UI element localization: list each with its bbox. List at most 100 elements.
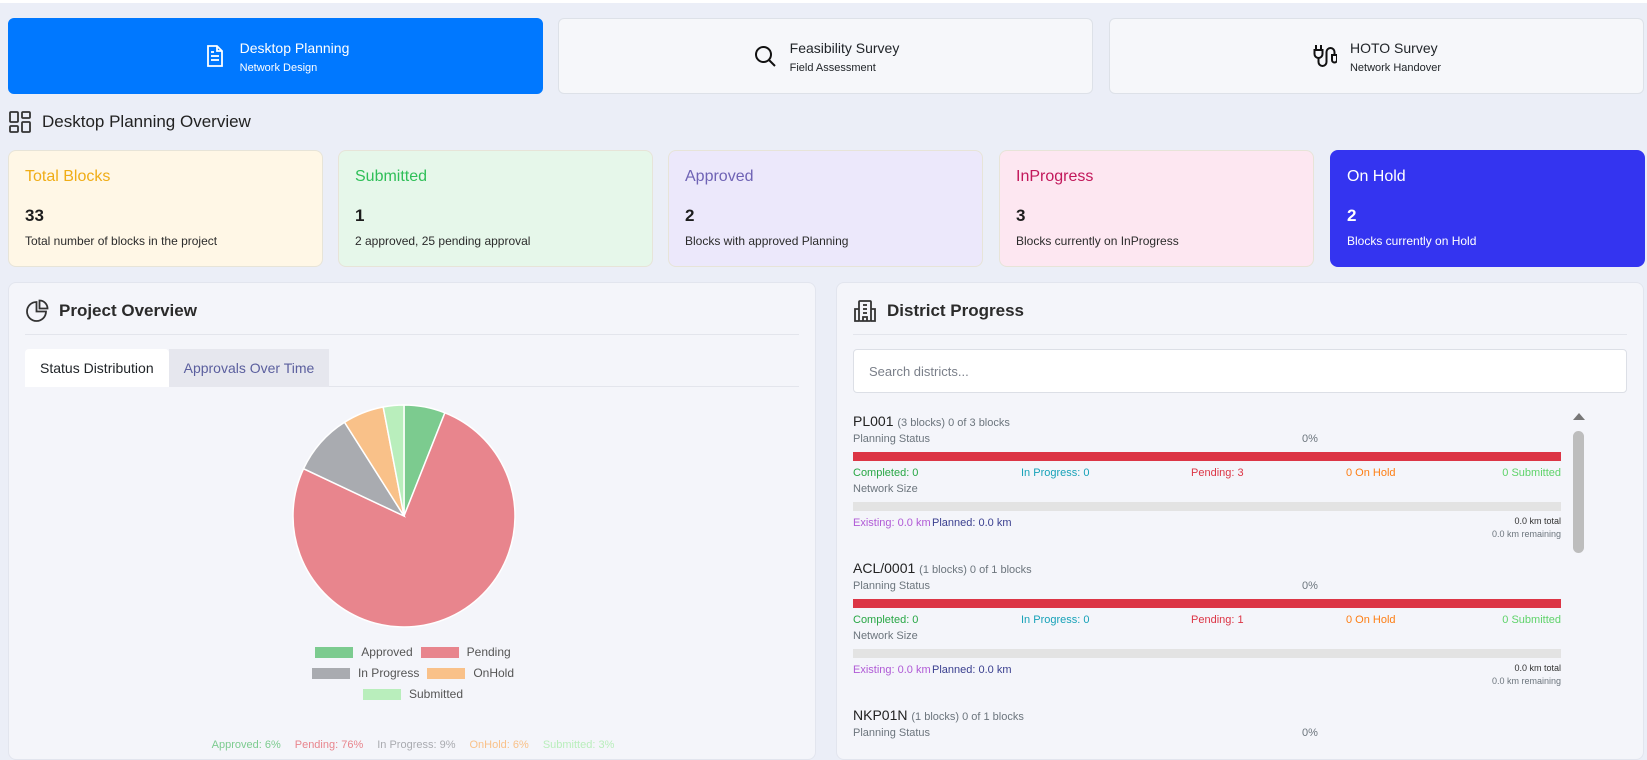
pending-count: Pending: 3 — [1191, 467, 1244, 479]
module-title: Desktop Planning — [239, 39, 350, 56]
pie-chart-icon — [25, 299, 49, 323]
district-header: PL001 (3 blocks) 0 of 3 blocks — [853, 413, 1561, 429]
pie-slice-submitted[interactable] — [382, 404, 405, 517]
document-icon — [202, 43, 228, 69]
pct-onhold: OnHold: 6% — [469, 739, 529, 751]
module-title: HOTO Survey — [1349, 39, 1438, 56]
panel-header: District Progress — [853, 299, 1627, 335]
district-name: NKP01N — [853, 707, 908, 723]
district-meta: (1 blocks) 0 of 1 blocks — [911, 711, 1024, 723]
legend-item-in-progress[interactable]: In Progress — [311, 666, 420, 680]
module-tab-desktop-planning[interactable]: Desktop Planning Network Design — [8, 18, 543, 94]
scroll-up-arrow-icon[interactable] — [1573, 413, 1585, 420]
module-title: Feasibility Survey — [789, 39, 900, 56]
planning-progress-bar — [853, 452, 1561, 461]
status-percent: 0% — [1302, 580, 1318, 592]
stat-value: 1 — [355, 206, 365, 225]
completed-count: Completed: 0 — [853, 614, 919, 626]
district-item: PL001 (3 blocks) 0 of 3 blocks Planning … — [853, 413, 1561, 540]
panel-title: District Progress — [887, 301, 1024, 320]
network-size-bar — [853, 502, 1561, 511]
scroll-thumb[interactable] — [1573, 431, 1584, 553]
stat-description: Blocks currently on InProgress — [1016, 234, 1179, 248]
legend-label: In Progress — [357, 666, 420, 680]
status-pie-chart — [292, 404, 516, 628]
stat-card-on-hold[interactable]: On Hold 2 Blocks currently on Hold — [1330, 150, 1645, 267]
building-icon — [853, 299, 877, 323]
legend-swatch — [315, 646, 354, 658]
stat-card-total-blocks[interactable]: Total Blocks 33 Total number of blocks in … — [8, 150, 323, 267]
stat-value: 2 — [1347, 206, 1357, 225]
on-hold-count: 0 On Hold — [1346, 614, 1396, 626]
stat-value: 33 — [25, 206, 44, 225]
stat-description: Blocks currently on Hold — [1347, 234, 1477, 248]
chart-tabs: Status Distribution Approvals Over Time — [25, 349, 799, 387]
legend-row-1: Approved Pending — [9, 645, 817, 659]
district-search-input[interactable] — [853, 349, 1627, 393]
remaining-km: 0.0 km remaining — [1491, 676, 1561, 686]
module-tab-feasibility-survey[interactable]: Feasibility Survey Field Assessment — [558, 18, 1093, 94]
network-size-bar — [853, 649, 1561, 658]
overview-title: Desktop Planning Overview — [42, 112, 251, 131]
pct-pending: Pending: 76% — [294, 739, 364, 751]
remaining-km: 0.0 km remaining — [1491, 529, 1561, 539]
network-size-label: Network Size — [853, 630, 918, 642]
on-hold-count: 0 On Hold — [1346, 467, 1396, 479]
stat-title: Approved — [685, 168, 754, 185]
planning-progress-bar — [853, 599, 1561, 608]
stat-title: On Hold — [1347, 168, 1406, 185]
total-km: 0.0 km total — [1514, 663, 1561, 673]
legend-row-2: In Progress OnHold — [9, 666, 817, 680]
legend-item-submitted[interactable]: Submitted — [362, 687, 464, 701]
module-subtitle: Field Assessment — [789, 61, 876, 74]
stat-value: 3 — [1016, 206, 1026, 225]
module-tab-hoto-survey[interactable]: HOTO Survey Network Handover — [1109, 18, 1644, 94]
district-name: PL001 — [853, 413, 894, 429]
network-size-label: Network Size — [853, 483, 918, 495]
stat-description: Total number of blocks in the project — [25, 234, 218, 248]
stat-card-approved[interactable]: Approved 2 Blocks with approved Planning — [668, 150, 983, 267]
legend-item-approved[interactable]: Approved — [315, 645, 413, 659]
submitted-count: 0 Submitted — [1502, 614, 1561, 626]
completed-count: Completed: 0 — [853, 467, 919, 479]
module-tabs: Desktop Planning Network Design Feasibil… — [8, 18, 1644, 94]
legend-swatch — [362, 688, 401, 700]
project-overview-panel: Project Overview Status Distribution App… — [8, 282, 816, 760]
stat-value: 2 — [685, 206, 695, 225]
legend-item-pending[interactable]: Pending — [420, 645, 511, 659]
status-percent: 0% — [1302, 433, 1318, 445]
stat-card-inprogress[interactable]: InProgress 3 Blocks currently on InProgres… — [999, 150, 1314, 267]
planning-status-label: Planning Status 0% — [853, 433, 1561, 445]
district-header: NKP01N (1 blocks) 0 of 1 blocks — [853, 707, 1561, 723]
stat-description: Blocks with approved Planning — [685, 234, 849, 248]
district-header: ACL/0001 (1 blocks) 0 of 1 blocks — [853, 560, 1561, 576]
pct-approved: Approved: 6% — [211, 739, 281, 751]
legend-row-3: Submitted — [9, 687, 817, 701]
status-label-text: Planning Status — [853, 727, 931, 739]
tab-status-distribution[interactable]: Status Distribution — [25, 349, 169, 387]
district-item: ACL/0001 (1 blocks) 0 of 1 blocks Planni… — [853, 560, 1561, 687]
status-label-text: Planning Status — [853, 433, 931, 445]
pie-slice-pending[interactable] — [292, 411, 516, 628]
stat-title: Total Blocks — [25, 168, 111, 185]
legend-label: Submitted — [408, 687, 464, 701]
network-size-values: Existing: 0.0 km Planned: 0.0 km 0.0 km … — [853, 661, 1561, 687]
legend-item-onhold[interactable]: OnHold — [427, 666, 514, 680]
planned-km: Planned: 0.0 km — [932, 664, 1012, 676]
status-percent: 0% — [1302, 727, 1318, 739]
tab-approvals-over-time[interactable]: Approvals Over Time — [168, 349, 330, 387]
stat-card-submitted[interactable]: Submitted 1 2 approved, 25 pending approva… — [338, 150, 653, 267]
module-subtitle: Network Handover — [1349, 61, 1442, 74]
legend-label: Approved — [361, 645, 413, 659]
network-size-values: Existing: 0.0 km Planned: 0.0 km 0.0 km … — [853, 514, 1561, 540]
status-counts: Completed: 0 In Progress: 0 Pending: 3 0… — [853, 467, 1561, 481]
legend-swatch — [311, 667, 350, 679]
district-item: NKP01N (1 blocks) 0 of 1 blocks Planning… — [853, 707, 1561, 739]
planning-status-label: Planning Status 0% — [853, 580, 1561, 592]
dashboard-icon — [8, 110, 32, 134]
top-strip — [0, 0, 1647, 3]
pct-in-progress: In Progress: 9% — [377, 739, 456, 751]
scrollbar[interactable] — [1572, 413, 1586, 553]
status-label-text: Planning Status — [853, 580, 931, 592]
search-icon — [752, 43, 778, 69]
